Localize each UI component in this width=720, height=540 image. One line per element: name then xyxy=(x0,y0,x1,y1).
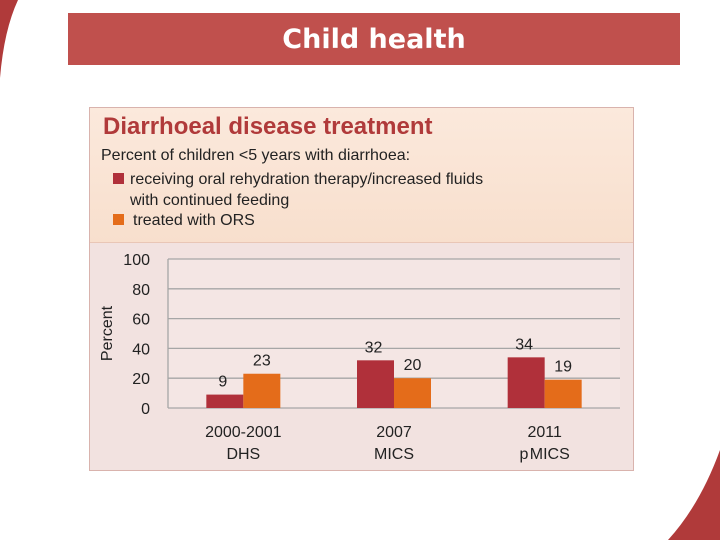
y-tick-label-20: 20 xyxy=(132,371,150,388)
bar-series2-cat1 xyxy=(243,373,281,408)
decorative-arc-top-left xyxy=(0,0,18,78)
bar-series1-cat1 xyxy=(206,394,244,408)
x-tick-label-cat3-line2: p MICS xyxy=(520,446,570,463)
bar-series1-cat3 xyxy=(507,357,545,408)
y-axis-label: Percent xyxy=(99,305,116,361)
data-label-series1-cat1: 9 xyxy=(218,374,227,391)
slide-title: Child health xyxy=(282,23,466,55)
x-tick-label-cat2-line2: MICS xyxy=(374,446,414,463)
bar-chart: 0 20 40 60 80 100 Percent 9 23 2000-2001 DHS 32 20 20… xyxy=(99,252,620,463)
legend-label-ort-line2: with continued feeding xyxy=(130,192,290,209)
data-label-series2-cat3: 19 xyxy=(554,359,572,376)
y-tick-label-80: 80 xyxy=(132,282,150,299)
chart-title: Diarrhoeal disease treatment xyxy=(103,113,433,140)
data-label-series2-cat2: 20 xyxy=(404,357,422,374)
chart-header: Diarrhoeal disease treatment Percent of … xyxy=(90,108,633,243)
y-tick-label-60: 60 xyxy=(132,312,150,329)
legend-swatch-ors xyxy=(113,214,124,225)
y-tick-label-40: 40 xyxy=(132,341,150,358)
data-label-series1-cat2: 32 xyxy=(365,339,383,356)
legend-label-ort-line1: receiving oral rehydration therapy/incre… xyxy=(130,171,484,188)
y-tick-label-0: 0 xyxy=(141,401,150,418)
x-tick-label-cat1-line1: 2000-2001 xyxy=(205,424,282,441)
bar-series1-cat2 xyxy=(357,360,394,408)
data-label-series2-cat1: 23 xyxy=(253,353,271,370)
data-label-series1-cat3: 34 xyxy=(515,336,533,353)
x-tick-label-cat3-line1: 2011 xyxy=(527,424,562,441)
y-tick-label-100: 100 xyxy=(123,252,150,269)
decorative-arc-bottom-right xyxy=(668,450,720,540)
bar-series2-cat2 xyxy=(394,378,431,408)
legend-swatch-ort xyxy=(113,173,124,184)
chart-subtitle: Percent of children <5 years with diarrh… xyxy=(101,147,411,164)
bar-series2-cat3 xyxy=(544,379,582,408)
legend-label-ors: treated with ORS xyxy=(133,212,255,229)
slide-title-banner: Child health xyxy=(68,13,680,65)
x-tick-label-cat2-line1: 2007 xyxy=(376,424,412,441)
x-tick-label-cat1-line2: DHS xyxy=(226,446,260,463)
chart-panel: Diarrhoeal disease treatment Percent of … xyxy=(89,107,634,471)
